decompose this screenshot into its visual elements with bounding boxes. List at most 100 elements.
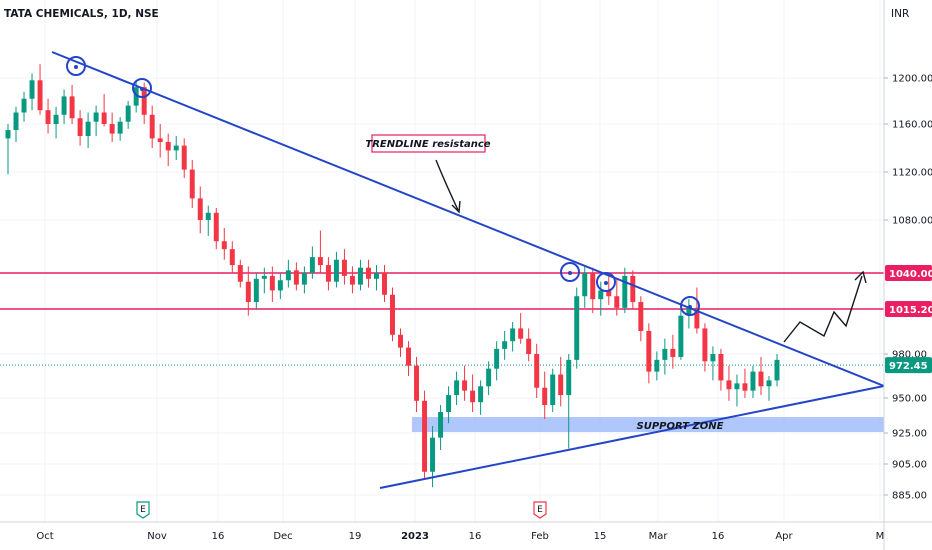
candle-down [670, 348, 676, 357]
candle-up [285, 270, 291, 281]
candle-up [133, 87, 139, 106]
candle-down [293, 270, 299, 285]
candle-up [21, 98, 27, 113]
candle-down [221, 241, 227, 250]
time-tick-label: 19 [349, 531, 362, 542]
candle-down [422, 400, 428, 472]
candle-down [269, 275, 275, 291]
candle-up [598, 290, 604, 300]
time-tick-label: Oct [36, 531, 53, 542]
candle-down [189, 169, 195, 199]
trendline-label-box [371, 134, 486, 153]
candle-down [237, 265, 243, 282]
candle-down [45, 110, 51, 124]
candle-up [750, 371, 756, 391]
candle-up [261, 275, 267, 279]
candle-up [438, 412, 444, 438]
candle-up [678, 315, 684, 357]
candle-down [165, 142, 171, 151]
candle-down [558, 374, 564, 396]
earnings-marker [136, 501, 150, 519]
trendline-arrow-head [451, 200, 461, 214]
candle-down [638, 302, 644, 331]
candle-up [61, 96, 67, 115]
candle-down [518, 328, 524, 339]
candle-down [694, 307, 700, 329]
support-zone-label: SUPPORT ZONE [637, 421, 724, 432]
candle-down [390, 294, 395, 335]
candle-down [462, 380, 468, 391]
candle-up [309, 257, 315, 273]
candle-down [245, 281, 251, 303]
candle-up [622, 275, 628, 308]
candle-down [526, 338, 532, 354]
candle-up [654, 359, 660, 372]
touch-dot [74, 65, 78, 69]
trendline-label: TRENDLINE resistance [365, 139, 490, 150]
candle-up [430, 437, 436, 472]
annotations: TRENDLINE resistance SUPPORT ZONE E E [136, 134, 867, 519]
candle-down [646, 330, 652, 372]
candle-up [357, 267, 363, 285]
time-tick-label: 15 [594, 531, 607, 542]
candle-down [630, 275, 636, 303]
candle-down [542, 387, 548, 405]
price-tick-label: 1160.00 [892, 120, 932, 131]
projection-path [783, 275, 863, 343]
price-tick-label: 905.00 [892, 460, 927, 471]
candle-up [117, 121, 123, 134]
candle-down [181, 145, 187, 170]
candles [5, 64, 780, 488]
touch-dot [568, 271, 572, 275]
price-axis: 1200.00 1160.00 1120.00 1080.00 980.00 950.00… [883, 0, 932, 550]
candle-up [277, 280, 283, 291]
candle-down [534, 354, 540, 388]
candle-down [718, 354, 724, 381]
candle-up [494, 348, 500, 369]
touch-dot [688, 305, 692, 309]
candle-up [582, 273, 588, 297]
level-1040-label-bg [885, 265, 932, 281]
candle-up [205, 212, 211, 220]
candle-down [157, 138, 163, 142]
candle-up [686, 307, 692, 316]
grid [0, 0, 884, 522]
time-tick-label: 16 [712, 531, 725, 542]
candle-down [149, 114, 155, 139]
touch-markers [66, 56, 700, 316]
price-tick-label: 950.00 [892, 394, 927, 405]
candle-up [486, 368, 492, 387]
earnings-marker [533, 501, 547, 519]
candle-up [454, 380, 460, 396]
last-price-label-bg [885, 357, 932, 374]
candle-down [758, 371, 764, 387]
touch-circle [560, 262, 580, 282]
time-tick-label: 16 [212, 531, 225, 542]
candle-down [69, 96, 75, 119]
candle-down [213, 212, 219, 242]
candle-down [742, 383, 748, 391]
projection-arrow-head [854, 270, 867, 284]
candle-down [614, 296, 620, 308]
time-tick-label: Nov [147, 531, 167, 542]
candle-up [85, 121, 91, 136]
touch-circle [66, 56, 86, 76]
price-tick-label: 885.00 [892, 491, 927, 502]
candle-up [710, 354, 716, 362]
touch-dot [140, 87, 144, 91]
price-tick-label: 980.00 [892, 350, 927, 361]
candle-up [5, 130, 11, 139]
candle-up [502, 341, 508, 349]
candle-down [141, 87, 147, 115]
last-price-label: 972.45 [889, 361, 928, 372]
candle-up [29, 80, 35, 99]
candle-up [53, 114, 59, 124]
price-tick-label: 1200.00 [892, 74, 932, 85]
support-trendline [379, 385, 885, 489]
candle-up [662, 348, 668, 360]
currency-label: INR [891, 8, 910, 20]
chart-title: TATA CHEMICALS, 1D, NSE [4, 8, 159, 20]
candle-up [173, 145, 179, 151]
